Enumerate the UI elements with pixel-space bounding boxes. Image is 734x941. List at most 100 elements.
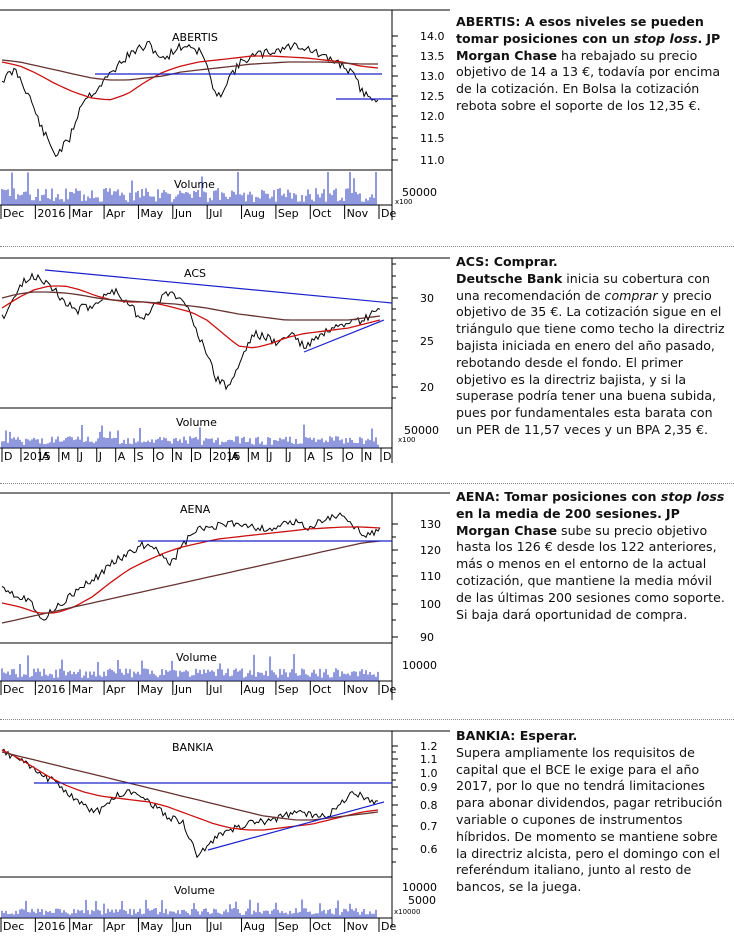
x-tick-label: O: [156, 450, 165, 463]
panel-separator: [0, 719, 734, 720]
chart-title: ABERTIS: [172, 31, 218, 44]
x-tick-label: De: [381, 207, 396, 220]
price-tick-label: 12.0: [420, 110, 445, 123]
x-tick-label: Dec: [3, 207, 24, 220]
x-tick-label: 2016: [37, 207, 65, 220]
x-tick-label: A: [231, 450, 239, 463]
volume-label: Volume: [174, 178, 215, 191]
headline: AENA: Tomar posiciones con: [456, 489, 661, 504]
x-tick-label: J: [98, 450, 102, 463]
body-text: inicia su cobertura con una recomendació…: [456, 270, 710, 303]
price-tick-label: 1.0: [420, 767, 438, 780]
price-series: [1, 512, 381, 621]
price-tick-label: 30: [420, 292, 434, 305]
chart-title: ACS: [184, 267, 206, 280]
trend-line: [44, 269, 393, 304]
volume-tick-2: 5000: [408, 894, 436, 907]
panel-separator: [0, 483, 734, 484]
trend-line: [303, 319, 385, 353]
body-text: sube su precio objetivo hasta los 126 € …: [456, 522, 725, 622]
volume-label: Volume: [174, 884, 215, 897]
volume-label: Volume: [176, 651, 217, 664]
headline: ABERTIS: A esos niveles se pueden tomar …: [456, 14, 704, 46]
price-tick-label: 1.1: [420, 753, 438, 766]
aena-chart: 130 120 110 100 90 AENA Volume 10000 Dec 2016…: [0, 485, 450, 717]
price-tick-label: 0.7: [420, 820, 438, 833]
x-tick-label: Dec: [3, 920, 24, 933]
x-tick-label: M: [250, 450, 260, 463]
x-tick-label: Sep: [278, 920, 299, 933]
x-tick-label: D: [383, 450, 391, 463]
panel-bankia: 1.2 1.1 1.0 0.9 0.8 0.7 0.6 BANKIA Volume 1000…: [0, 722, 734, 941]
price-tick-label: 90: [420, 631, 434, 644]
price-tick-label: 120: [420, 544, 441, 557]
broker-name: JP Morgan Chase: [456, 505, 680, 538]
x-tick-label: 2015: [23, 450, 51, 463]
x-tick-label: Jun: [174, 920, 192, 933]
x-tick-label: M: [61, 450, 71, 463]
volume-tick: 50000: [404, 424, 439, 437]
x-tick-label: A: [42, 450, 50, 463]
x-tick-label: Mar: [72, 683, 93, 696]
headline: ACS: Comprar.: [456, 254, 558, 269]
x-tick-label: Oct: [312, 207, 332, 220]
x-tick-label: Aug: [244, 683, 265, 696]
x-tick-label: O: [345, 450, 354, 463]
x-tick-label: Mar: [72, 920, 93, 933]
x-tick-label: May: [140, 207, 163, 220]
broker-name: Deutsche Bank: [456, 270, 563, 286]
x-tick-label: Nov: [347, 683, 369, 696]
aena-commentary: AENA: Tomar posiciones con stop loss en …: [456, 489, 728, 623]
x-tick-label: S: [326, 450, 333, 463]
x-tick-label: Aug: [244, 207, 265, 220]
panel-aena: 130 120 110 100 90 AENA Volume 10000 Dec 2016…: [0, 485, 734, 717]
volume-tick: 10000: [402, 659, 437, 672]
price-tick-label: 11.0: [420, 154, 445, 167]
x-tick-label: A: [307, 450, 315, 463]
moving-average-dark: [1, 59, 378, 81]
panel-acs: 30 25 20 ACS Volume 50000 x100 D 2015 A M J J A S…: [0, 248, 734, 480]
x-tick-label: Apr: [106, 920, 126, 933]
volume-multiplier: x100: [398, 436, 416, 444]
headline-end: .: [697, 30, 703, 46]
x-tick-label: D: [4, 450, 12, 463]
price-tick-label: 12.5: [420, 90, 445, 103]
acs-commentary: ACS: Comprar. Deutsche Bank inicia su co…: [456, 254, 728, 439]
volume-tick-1: 10000: [402, 881, 437, 894]
panel-separator: [0, 246, 734, 247]
chart-title: AENA: [180, 503, 211, 516]
chart-title: BANKIA: [172, 741, 214, 754]
moving-average-dark: [1, 751, 379, 821]
x-tick-label: De: [381, 920, 396, 933]
headline-emphasis: stop loss: [660, 489, 725, 504]
x-tick-label: Nov: [347, 207, 369, 220]
x-tick-label: 2016: [212, 450, 240, 463]
volume-multiplier: x10000: [394, 908, 420, 916]
x-tick-label: J: [79, 450, 83, 463]
headline-emphasis: stop loss: [633, 30, 698, 46]
abertis-chart: 14.0 13.5 13.0 12.5 12.0 11.5 11.0 ABERTIS Vol…: [0, 0, 450, 240]
x-tick-label: D: [194, 450, 202, 463]
moving-average-dark: [1, 540, 381, 624]
x-tick-label: S: [137, 450, 144, 463]
x-tick-label: Sep: [278, 207, 299, 220]
headline-end: en la media de 200 sesiones.: [456, 505, 662, 521]
moving-average-red: [1, 285, 381, 349]
price-tick-label: 25: [420, 335, 434, 348]
x-tick-label: J: [268, 450, 272, 463]
x-tick-label: Apr: [106, 207, 126, 220]
x-tick-label: N: [364, 450, 372, 463]
x-tick-label: Oct: [312, 920, 332, 933]
moving-average-dark: [1, 291, 381, 321]
x-tick-label: Jul: [208, 207, 222, 220]
price-tick-label: 110: [420, 570, 441, 583]
x-tick-label: Sep: [278, 683, 299, 696]
x-tick-label: Apr: [106, 683, 126, 696]
abertis-commentary: ABERTIS: A esos niveles se pueden tomar …: [456, 14, 728, 115]
body-text: Supera ampliamente los requisitos de cap…: [456, 744, 723, 895]
body-text-2: y precio objetivo de 35 €. La cotización…: [456, 287, 725, 437]
x-tick-label: J: [287, 450, 291, 463]
price-tick-label: 13.5: [420, 50, 445, 63]
body-emphasis: comprar: [604, 287, 658, 303]
